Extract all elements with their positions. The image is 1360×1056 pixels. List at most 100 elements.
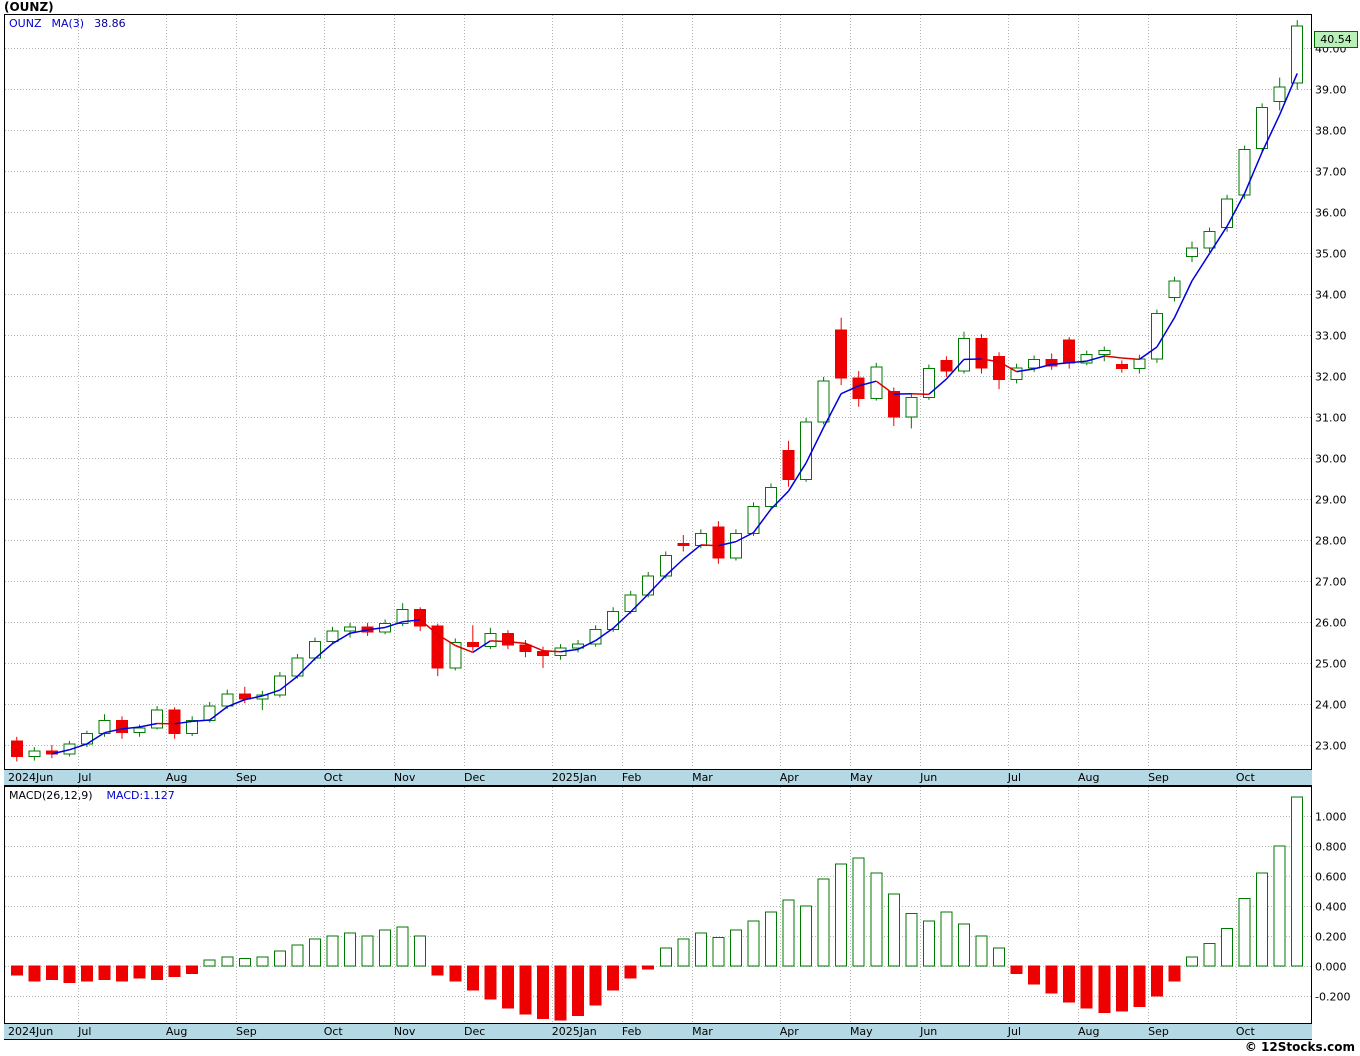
macd-histogram-bar	[817, 878, 830, 967]
copyright-notice: © 12Stocks.com	[1244, 1040, 1355, 1054]
x-axis-month-label: Jul	[78, 1025, 92, 1038]
candle-body	[396, 609, 409, 625]
x-axis-month-label: Oct	[323, 771, 343, 784]
macd-histogram-bar	[396, 926, 409, 967]
candle-body	[729, 532, 742, 559]
candle-body	[957, 337, 970, 372]
price-axis-label: 34.00	[1315, 289, 1347, 302]
x-axis-month-label: Oct	[1235, 1025, 1255, 1038]
macd-histogram-bar	[554, 965, 567, 1021]
ma-line-segment	[665, 558, 684, 577]
ma-line-segment	[314, 643, 333, 660]
ma-line-segment	[384, 621, 403, 629]
candle-body	[1150, 313, 1163, 360]
macd-histogram-bar	[414, 935, 427, 967]
macd-histogram-bar	[1028, 965, 1041, 985]
x-axis-month-label: Aug	[165, 1025, 188, 1038]
ma-line-segment	[752, 508, 772, 534]
macd-axis-label: 0.800	[1315, 841, 1347, 854]
macd-histogram-bar	[765, 911, 778, 967]
candle-body	[1256, 106, 1269, 149]
macd-histogram-bar	[1045, 965, 1058, 994]
candle-body	[1203, 231, 1216, 249]
x-axis-month-label: Dec	[464, 1025, 486, 1038]
candle-body	[501, 632, 514, 646]
ma-line-segment	[367, 626, 386, 631]
candle-body	[116, 719, 129, 734]
ma-line-segment	[244, 695, 263, 701]
macd-histogram-bar	[729, 929, 742, 967]
candle-body	[203, 705, 216, 721]
ma-line-segment	[192, 719, 210, 723]
x-axis-month-label: Aug	[1077, 1025, 1100, 1038]
macd-histogram-bar	[168, 965, 181, 977]
candle-body	[1185, 247, 1198, 257]
macd-histogram-bar	[1010, 965, 1023, 974]
price-axis-label: 38.00	[1315, 125, 1347, 138]
candle-body	[133, 727, 146, 734]
ma-line-segment	[700, 544, 719, 547]
ma-line-segment	[1156, 317, 1176, 348]
price-axis-label: 39.00	[1315, 84, 1347, 97]
candle-body	[747, 505, 760, 534]
price-axis-label: 28.00	[1315, 535, 1347, 548]
x-axis-month-label: Nov	[393, 1025, 416, 1038]
macd-histogram-bar	[782, 899, 795, 967]
ma-line-segment	[296, 658, 316, 677]
ma-line-segment	[525, 642, 544, 652]
candle-body	[414, 609, 427, 627]
ma-line-segment	[279, 675, 298, 691]
macd-axis-label: -0.200	[1315, 991, 1350, 1004]
candle-body	[835, 329, 848, 379]
ma-line-segment	[1261, 114, 1281, 153]
ma-line-segment	[402, 619, 421, 623]
x-axis-month-label: 2025Jan	[551, 1025, 597, 1038]
ma-line-segment	[1173, 280, 1193, 319]
candle-body	[151, 709, 164, 729]
page-title: (OUNZ)	[4, 0, 54, 14]
candle-body	[1133, 358, 1146, 370]
macd-histogram-bar	[624, 965, 637, 979]
macd-axis-label: 0.200	[1315, 931, 1347, 944]
x-axis-month-label: Feb	[621, 1025, 642, 1038]
candle-body	[712, 526, 725, 559]
ma-line-segment	[1051, 361, 1070, 366]
macd-histogram-bar	[431, 965, 444, 976]
macd-histogram-bar	[133, 965, 146, 979]
macd-histogram-bar	[291, 944, 304, 967]
ma-line-segment	[121, 726, 140, 730]
x-axis-month-label: Nov	[393, 771, 416, 784]
ma-line-segment	[262, 689, 281, 697]
price-axis-label: 36.00	[1315, 207, 1347, 220]
candlestick-chart: 40.0039.0038.0037.0036.0035.0034.0033.00…	[4, 14, 1347, 770]
candle-body	[449, 642, 462, 669]
x-axis-month-label: 2024Jun	[8, 771, 54, 784]
x-axis-month-label: Sep	[1148, 1025, 1169, 1038]
x-axis-month-label: Apr	[779, 1025, 799, 1038]
macd-histogram-bar	[572, 965, 585, 1016]
candle-body	[993, 355, 1006, 380]
ma-line-segment	[735, 531, 754, 543]
macd-legend: MACD(26,12,9) MACD:1.127	[9, 789, 185, 802]
x-axis-month-label: Apr	[779, 771, 799, 784]
macd-value-label: MACD:1.127	[106, 789, 175, 802]
macd-axis-label: 0.600	[1315, 871, 1347, 884]
x-axis-month-label: May	[849, 1025, 873, 1038]
ma-line-segment	[822, 393, 842, 428]
macd-histogram-bar	[1063, 965, 1076, 1003]
macd-histogram-bar	[1150, 965, 1163, 997]
macd-histogram-bar	[589, 965, 602, 1006]
macd-histogram-bar	[519, 965, 532, 1015]
ma-line-segment	[612, 611, 632, 629]
ma-line-segment	[1243, 151, 1263, 194]
macd-histogram-bar	[993, 947, 1006, 967]
candle-body	[677, 542, 690, 547]
macd-histogram-bar	[186, 965, 199, 974]
macd-histogram-bar	[308, 938, 321, 967]
x-axis-month-label: Oct	[323, 1025, 343, 1038]
macd-params-label: MACD(26,12,9)	[9, 789, 93, 802]
candle-body	[887, 391, 900, 418]
candle-body	[940, 359, 953, 372]
price-axis-label: 37.00	[1315, 166, 1347, 179]
macd-axis-label: 0.400	[1315, 901, 1347, 914]
